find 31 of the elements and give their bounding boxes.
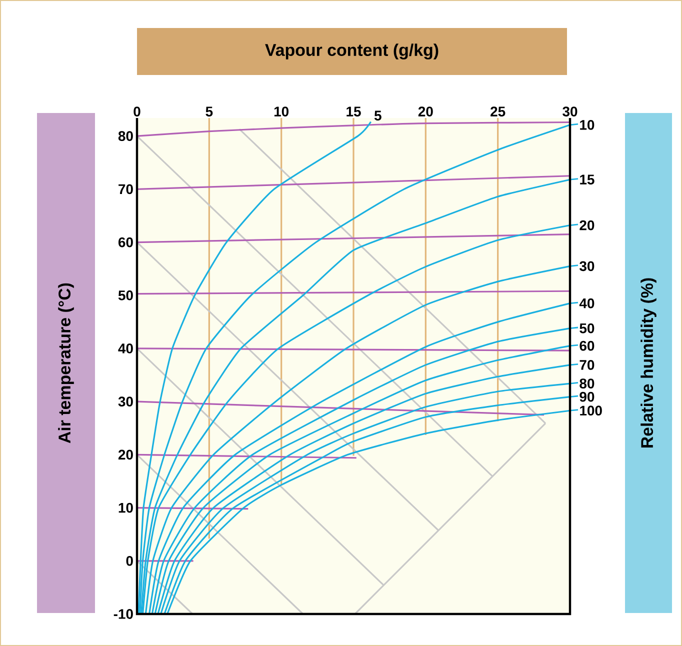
legend-label: 80 — [580, 378, 594, 388]
legend-label: 30 — [580, 261, 594, 272]
y-tick-label: 60 — [118, 237, 133, 248]
y-tick-label: 0 — [126, 556, 133, 566]
x-axis-title: Vapour content (g/kg) — [265, 44, 438, 60]
legend-label: 15 — [580, 174, 594, 184]
x-tick-label: 25 — [490, 106, 506, 116]
y-tick-label: 50 — [118, 290, 133, 300]
legend-label: 60 — [580, 340, 594, 351]
y-tick-label: 20 — [118, 450, 133, 460]
y-tick-label: 70 — [118, 184, 133, 194]
y-tick-label: 80 — [118, 131, 133, 141]
x-tick-label: 15 — [346, 106, 361, 116]
legend-label: 20 — [580, 220, 594, 230]
y2-axis-title: Relative humidity (%) — [640, 278, 656, 448]
y-axis-title: Air temperature (°C) — [58, 283, 74, 444]
legend-label: 50 — [580, 323, 594, 334]
legend-label: 90 — [580, 392, 594, 402]
y-tick-label: 30 — [118, 396, 133, 407]
legend-label: 40 — [579, 298, 594, 308]
y-tick-label: 10 — [118, 502, 133, 513]
x-tick-label: 20 — [418, 106, 433, 116]
legend-label: 10 — [580, 120, 594, 130]
x-tick-label: 10 — [274, 106, 289, 116]
y-tick-label: 40 — [118, 344, 133, 354]
legend-label: 100 — [580, 406, 602, 416]
y-tick-label: -10 — [114, 609, 133, 619]
x-tick-label: 5 — [206, 106, 213, 116]
x-tick-label: 30 — [562, 106, 578, 116]
legend-label: 70 — [580, 360, 594, 370]
x-tick-label: 0 — [134, 106, 140, 116]
